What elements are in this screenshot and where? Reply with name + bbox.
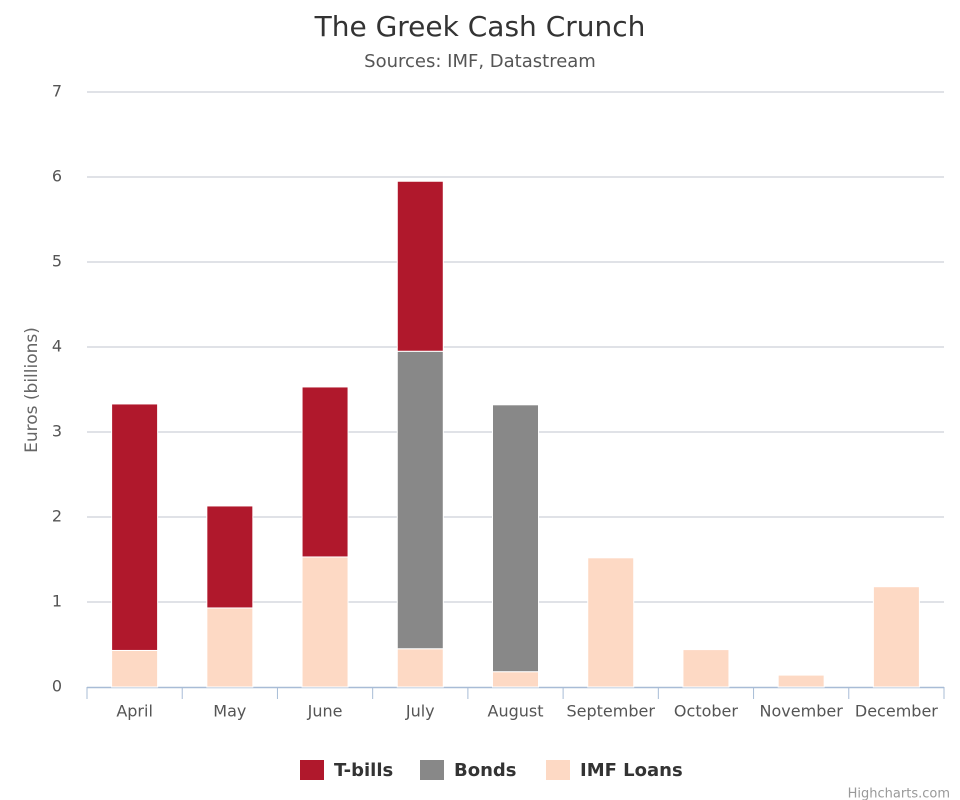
y-tick-label: 0: [52, 677, 62, 696]
legend-label: T-bills: [334, 760, 393, 781]
x-tick-label: December: [855, 702, 938, 721]
credit: Highcharts.com: [848, 787, 950, 800]
y-tick-label: 4: [52, 337, 62, 356]
x-tick-label: August: [488, 702, 544, 721]
x-tick-label: November: [760, 702, 844, 721]
x-tick-label: May: [213, 702, 246, 721]
chart-title: The Greek Cash Crunch: [314, 10, 646, 43]
y-tick-label: 3: [52, 422, 62, 441]
y-tick-label: 5: [52, 252, 62, 271]
bar-segment: [872, 586, 920, 688]
legend-label: IMF Loans: [580, 760, 683, 781]
bar-segment: [492, 404, 539, 673]
chart-subtitle: Sources: IMF, Datastream: [364, 51, 596, 72]
x-tick-label: June: [307, 702, 343, 721]
bar-segment: [682, 649, 730, 688]
bar-segment: [396, 180, 444, 352]
bar-segment: [206, 607, 254, 688]
bar-segment: [587, 557, 635, 688]
legend-swatch: [420, 760, 444, 780]
bar-segment: [111, 649, 159, 688]
x-tick-label: October: [674, 702, 738, 721]
bar-segment: [301, 386, 349, 558]
bar-segment: [777, 674, 825, 688]
legend-swatch: [300, 760, 324, 780]
x-tick-label: July: [405, 702, 435, 721]
y-tick-label: 1: [52, 592, 62, 611]
x-tick-label: September: [567, 702, 656, 721]
y-tick-label: 7: [52, 82, 62, 101]
y-axis-title: Euros (billions): [22, 327, 42, 453]
legend-label: Bonds: [454, 760, 517, 781]
legend-swatch: [546, 760, 570, 780]
x-tick-label: April: [116, 702, 153, 721]
bar-segment: [396, 350, 444, 650]
bar-segment: [301, 556, 349, 688]
bar-segment: [206, 505, 254, 609]
bar-segment: [111, 403, 159, 651]
y-tick-label: 6: [52, 167, 62, 186]
bar-segment: [492, 671, 539, 688]
y-tick-label: 2: [52, 507, 62, 526]
bar-segment: [396, 648, 444, 688]
